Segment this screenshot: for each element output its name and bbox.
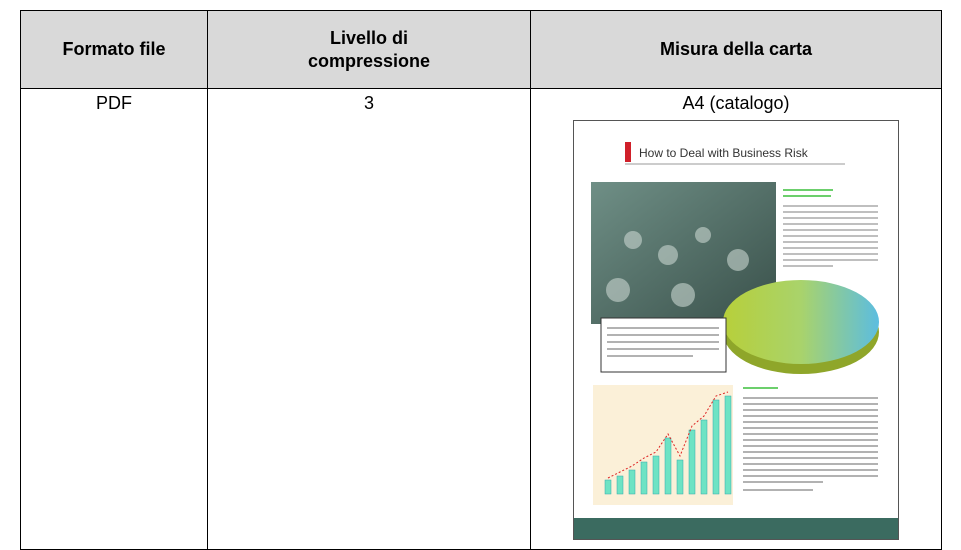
cell: A4 (catalogo) How to Deal with Business … bbox=[530, 88, 942, 550]
photo-crowd bbox=[606, 227, 763, 310]
bar-chart-trend bbox=[607, 391, 729, 479]
callout bbox=[600, 317, 727, 373]
header-cell: Formato file bbox=[20, 10, 208, 89]
bar-chart-bg bbox=[593, 385, 733, 505]
data-row: PDF 3 A4 (catalogo) How to Deal with Bus… bbox=[20, 88, 942, 550]
header-row: Formato file Livello di compressione Mis… bbox=[20, 10, 942, 89]
header-cell: Livello di compressione bbox=[207, 10, 531, 89]
title-mark bbox=[625, 142, 631, 162]
header-text: Livello di compressione bbox=[307, 27, 431, 71]
cell-text: A4 (catalogo) bbox=[682, 93, 790, 113]
header-cell: Misura della carta bbox=[530, 10, 942, 89]
bar-chart-bars bbox=[604, 395, 732, 495]
text-lines bbox=[783, 189, 878, 267]
footer-band bbox=[574, 518, 898, 539]
settings-table: Formato file Livello di compressione Mis… bbox=[20, 10, 942, 550]
thumbnail-title: How to Deal with Business Risk bbox=[639, 146, 809, 160]
pie-top bbox=[723, 280, 879, 364]
text-lines-2 bbox=[743, 387, 878, 491]
cell: PDF bbox=[20, 88, 208, 550]
callout-lines bbox=[607, 327, 719, 357]
document-thumbnail: How to Deal with Business Risk bbox=[573, 120, 899, 540]
cell: 3 bbox=[207, 88, 531, 550]
